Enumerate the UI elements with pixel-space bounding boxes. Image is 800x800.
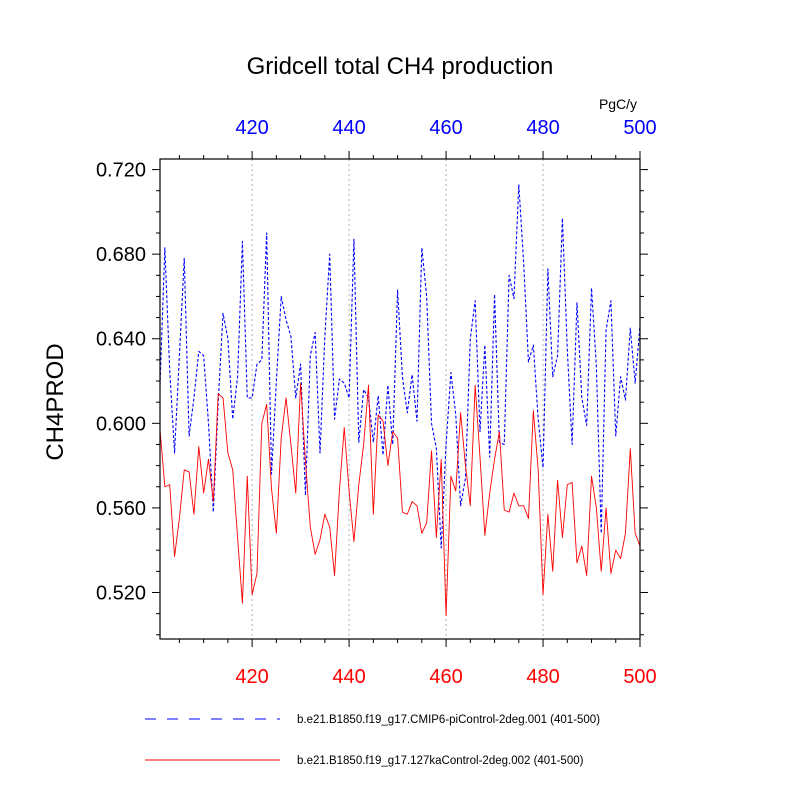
legend: b.e21.B1850.f19_g17.CMIP6-piControl-2deg…: [145, 714, 600, 767]
units-label: PgC/y: [599, 96, 637, 112]
grid-lines: [251, 159, 544, 639]
plot-frame: [159, 158, 641, 640]
x-tick-label-bottom-480: 480: [526, 666, 559, 688]
legend-label-1: b.e21.B1850.f19_g17.CMIP6-piControl-2deg…: [297, 714, 600, 726]
x-tick-label-top-480: 480: [526, 117, 559, 139]
series-line-2: [159, 382, 641, 617]
y-tick-label-5: 0.720: [96, 160, 146, 182]
x-tick-label-top-440: 440: [332, 117, 365, 139]
y-axis-label: CH4PROD: [42, 343, 69, 460]
axis-ticks: [152, 151, 648, 647]
y-tick-label-4: 0.680: [96, 244, 146, 266]
axis-tick-labels: 420 420 440 440 460 460 480 480 500 500 0.520 0.560…: [96, 117, 657, 688]
x-tick-label-bottom-420: 420: [235, 666, 268, 688]
y-tick-label-0: 0.520: [96, 582, 146, 604]
y-tick-label-1: 0.560: [96, 498, 146, 520]
y-tick-label-3: 0.640: [96, 329, 146, 351]
series-line-1: [159, 183, 641, 549]
x-tick-label-top-500: 500: [623, 117, 656, 139]
x-tick-label-bottom-460: 460: [429, 666, 462, 688]
x-tick-label-top-420: 420: [235, 117, 268, 139]
legend-label-2: b.e21.B1850.f19_g17.127kaControl-2deg.00…: [297, 755, 584, 767]
x-tick-label-top-460: 460: [429, 117, 462, 139]
chart-title: Gridcell total CH4 production: [247, 53, 554, 80]
x-tick-label-bottom-500: 500: [623, 666, 656, 688]
x-tick-label-bottom-440: 440: [332, 666, 365, 688]
series-lines: [159, 183, 641, 617]
y-tick-label-2: 0.600: [96, 413, 146, 435]
